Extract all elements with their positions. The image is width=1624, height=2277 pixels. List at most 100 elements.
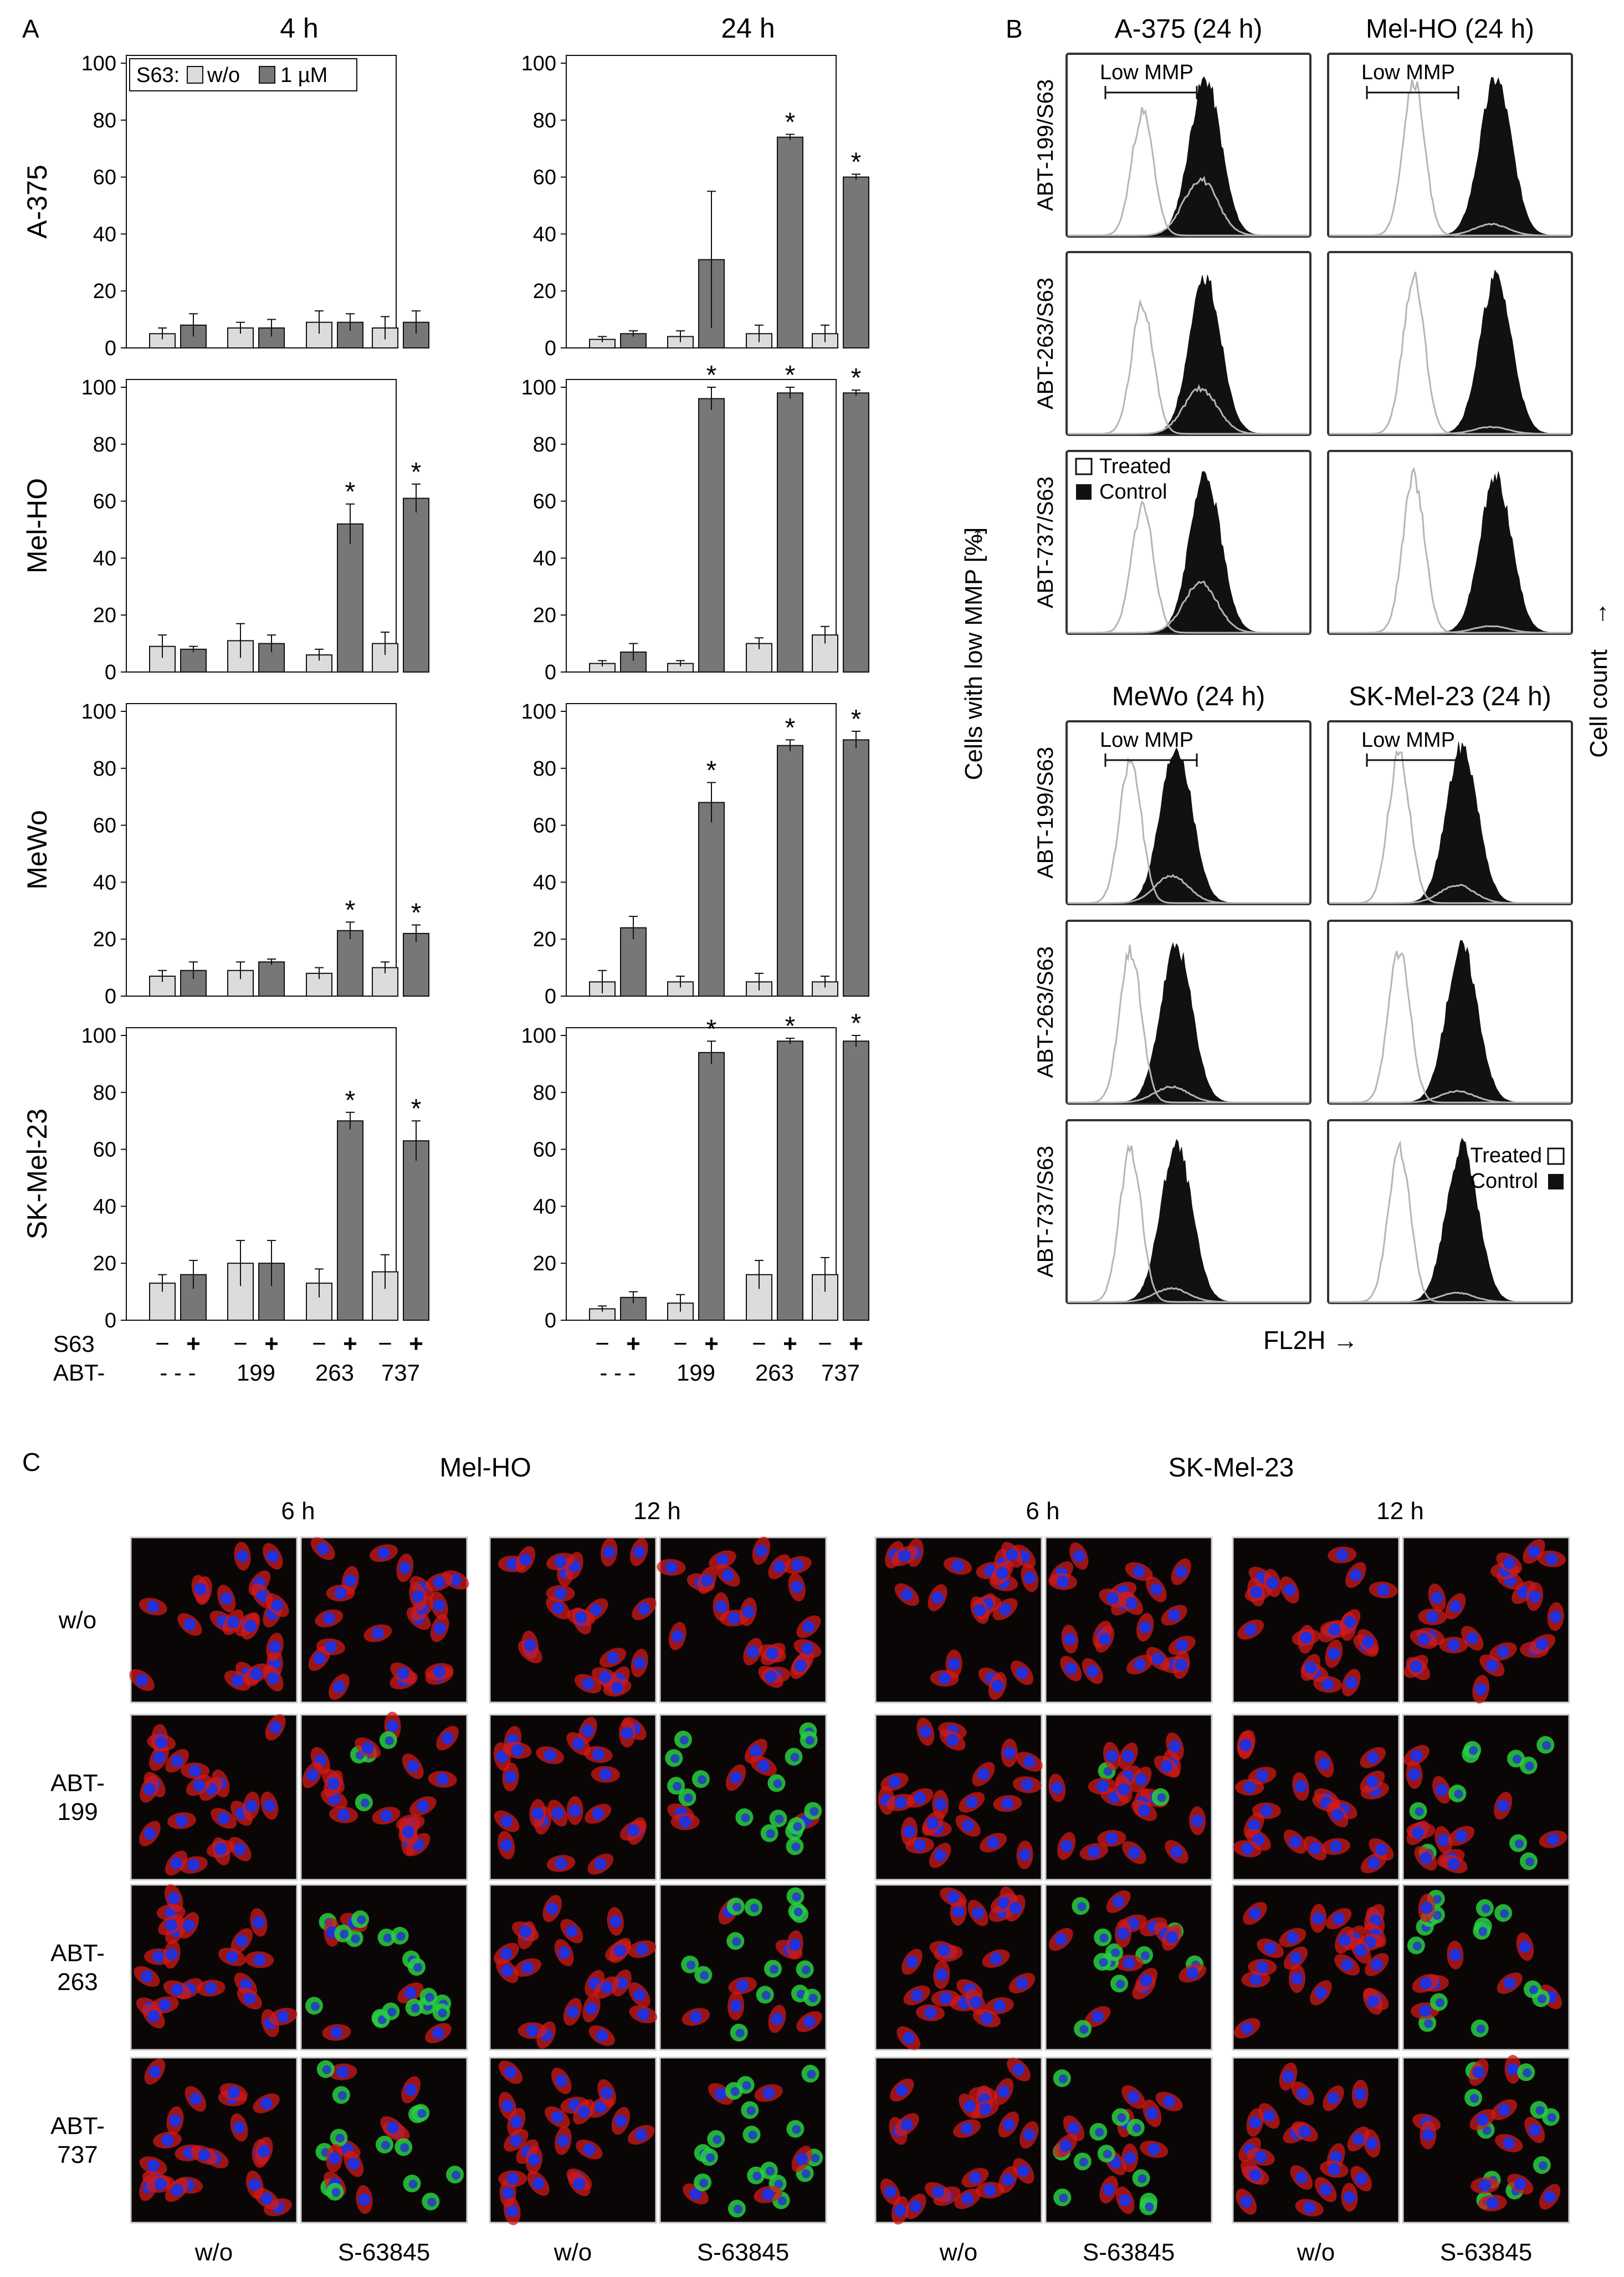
nucleus-stain bbox=[412, 1590, 424, 1603]
significance-star: * bbox=[851, 1009, 862, 1038]
nucleus-stain bbox=[750, 1903, 759, 1912]
nucleus-stain bbox=[433, 1622, 446, 1635]
nucleus-stain bbox=[1549, 1610, 1562, 1623]
nucleus-stain bbox=[566, 2006, 579, 2018]
nucleus-stain bbox=[1366, 1775, 1379, 1788]
treated-histogram-residual bbox=[1068, 176, 1309, 237]
nucleus-stain bbox=[947, 1658, 960, 1670]
nucleus-stain bbox=[263, 1799, 276, 1812]
nucleus-stain bbox=[687, 1960, 696, 1970]
nucleus-stain bbox=[600, 1981, 613, 1994]
nucleus-stain bbox=[614, 1944, 627, 1957]
nucleus-stain bbox=[1498, 2104, 1510, 2116]
nucleus-stain bbox=[1367, 1857, 1380, 1869]
y-tick-label: 80 bbox=[533, 109, 556, 132]
nucleus-stain bbox=[166, 1948, 178, 1961]
nucleus-stain bbox=[1016, 1666, 1028, 1679]
nucleus-stain bbox=[1523, 2068, 1532, 2078]
nucleus-stain bbox=[1338, 1934, 1351, 1946]
nucleus-stain bbox=[1175, 1658, 1188, 1671]
nucleus-stain bbox=[590, 1603, 602, 1616]
y-tick-label: 40 bbox=[533, 1195, 556, 1218]
y-tick-label: 60 bbox=[533, 1138, 556, 1162]
nucleus-stain bbox=[510, 2115, 522, 2128]
histogram-legend-bottom: Treated Control bbox=[1470, 1144, 1565, 1193]
nucleus-stain bbox=[993, 1999, 1006, 2012]
nucleus-stain bbox=[1139, 1621, 1151, 1634]
treatment-column-label: S-63845 bbox=[1440, 2239, 1532, 2266]
nucleus-stain bbox=[1290, 1972, 1303, 1985]
nucleus-stain bbox=[171, 1755, 183, 1767]
legend-box bbox=[129, 58, 357, 91]
nucleus-stain bbox=[214, 1843, 227, 1855]
nucleus-stain bbox=[1127, 2091, 1140, 2104]
histogram-plot: Low MMP bbox=[1065, 720, 1312, 905]
nucleus-stain bbox=[1333, 1912, 1345, 1925]
nucleus-stain bbox=[1023, 2129, 1036, 2141]
nucleus-stain bbox=[1067, 2122, 1080, 2135]
nucleus-stain bbox=[171, 2184, 183, 2197]
legend-treated-swatch bbox=[1547, 1147, 1565, 1165]
nucleus-stain bbox=[599, 1768, 612, 1781]
nucleus-stain bbox=[1426, 1611, 1439, 1623]
bar-without-s63 bbox=[227, 327, 254, 349]
treatment-row-label: 263 bbox=[57, 1968, 98, 1996]
nucleus-stain bbox=[766, 1829, 775, 1838]
nucleus-stain bbox=[714, 2088, 727, 2100]
nucleus-stain bbox=[1264, 1942, 1277, 1955]
histogram-plot bbox=[1065, 920, 1312, 1105]
nucleus-stain bbox=[408, 2179, 418, 2189]
bar-with-s63 bbox=[843, 739, 869, 997]
histogram-plot bbox=[1065, 1119, 1312, 1304]
abt-group-label: - - - bbox=[160, 1360, 196, 1386]
histogram-row-label: ABT-263/S63 bbox=[1033, 278, 1058, 409]
treated-histogram-residual bbox=[1329, 425, 1571, 435]
legend-label-without: w/o bbox=[207, 64, 240, 87]
nucleus-stain bbox=[1249, 2116, 1262, 2129]
abt-group-label: 263 bbox=[755, 1360, 794, 1386]
nucleus-stain bbox=[1328, 1647, 1340, 1660]
nucleus-stain bbox=[1365, 2137, 1378, 2150]
nucleus-stain bbox=[775, 1814, 784, 1824]
nucleus-stain bbox=[411, 2003, 420, 2013]
nucleus-stain bbox=[601, 2086, 613, 2099]
micrograph-tile bbox=[874, 1536, 1043, 1704]
nucleus-stain bbox=[733, 2204, 742, 2214]
nucleus-stain bbox=[360, 1798, 370, 1808]
nucleus-stain bbox=[1256, 1769, 1269, 1782]
nucleus-stain bbox=[596, 2029, 608, 2042]
significance-star: * bbox=[411, 899, 422, 928]
nucleus-stain bbox=[524, 1639, 536, 1652]
nucleus-stain bbox=[1162, 2095, 1175, 2108]
bar-with-s63 bbox=[777, 136, 803, 348]
y-tick-label: 60 bbox=[533, 814, 556, 838]
nucleus-stain bbox=[1411, 1827, 1424, 1839]
bar-with-s63 bbox=[777, 745, 803, 997]
y-tick-label: 0 bbox=[545, 661, 556, 684]
nucleus-stain bbox=[990, 1952, 1002, 1965]
legend-label-with: 1 µM bbox=[280, 64, 327, 87]
nucleus-stain bbox=[1514, 2178, 1526, 2191]
y-tick-label: 60 bbox=[533, 166, 556, 189]
nucleus-stain bbox=[970, 1996, 982, 2008]
histogram-column-title: SK-Mel-23 (24 h) bbox=[1349, 682, 1551, 711]
nucleus-stain bbox=[1286, 1931, 1299, 1944]
nucleus-stain bbox=[637, 2008, 649, 2020]
nucleus-stain bbox=[742, 1606, 755, 1618]
nucleus-stain bbox=[802, 1620, 815, 1633]
micrograph-tile bbox=[659, 1714, 827, 1881]
time-point-title: 6 h bbox=[1026, 1498, 1059, 1525]
nucleus-stain bbox=[741, 1813, 750, 1823]
y-tick-label: 0 bbox=[105, 985, 116, 1008]
nucleus-stain bbox=[972, 1906, 985, 1919]
histogram-column-title: Mel-HO (24 h) bbox=[1366, 14, 1534, 44]
abt-group-label: 263 bbox=[315, 1360, 354, 1386]
nucleus-stain bbox=[716, 1553, 729, 1566]
nucleus-stain bbox=[231, 1674, 244, 1687]
nucleus-stain bbox=[501, 1965, 514, 1977]
nucleus-stain bbox=[144, 1827, 156, 1840]
histogram-plot: Low MMP bbox=[1065, 53, 1312, 238]
nucleus-stain bbox=[735, 2028, 745, 2038]
nucleus-stain bbox=[1328, 2163, 1340, 2176]
nucleus-stain bbox=[1117, 2113, 1126, 2122]
